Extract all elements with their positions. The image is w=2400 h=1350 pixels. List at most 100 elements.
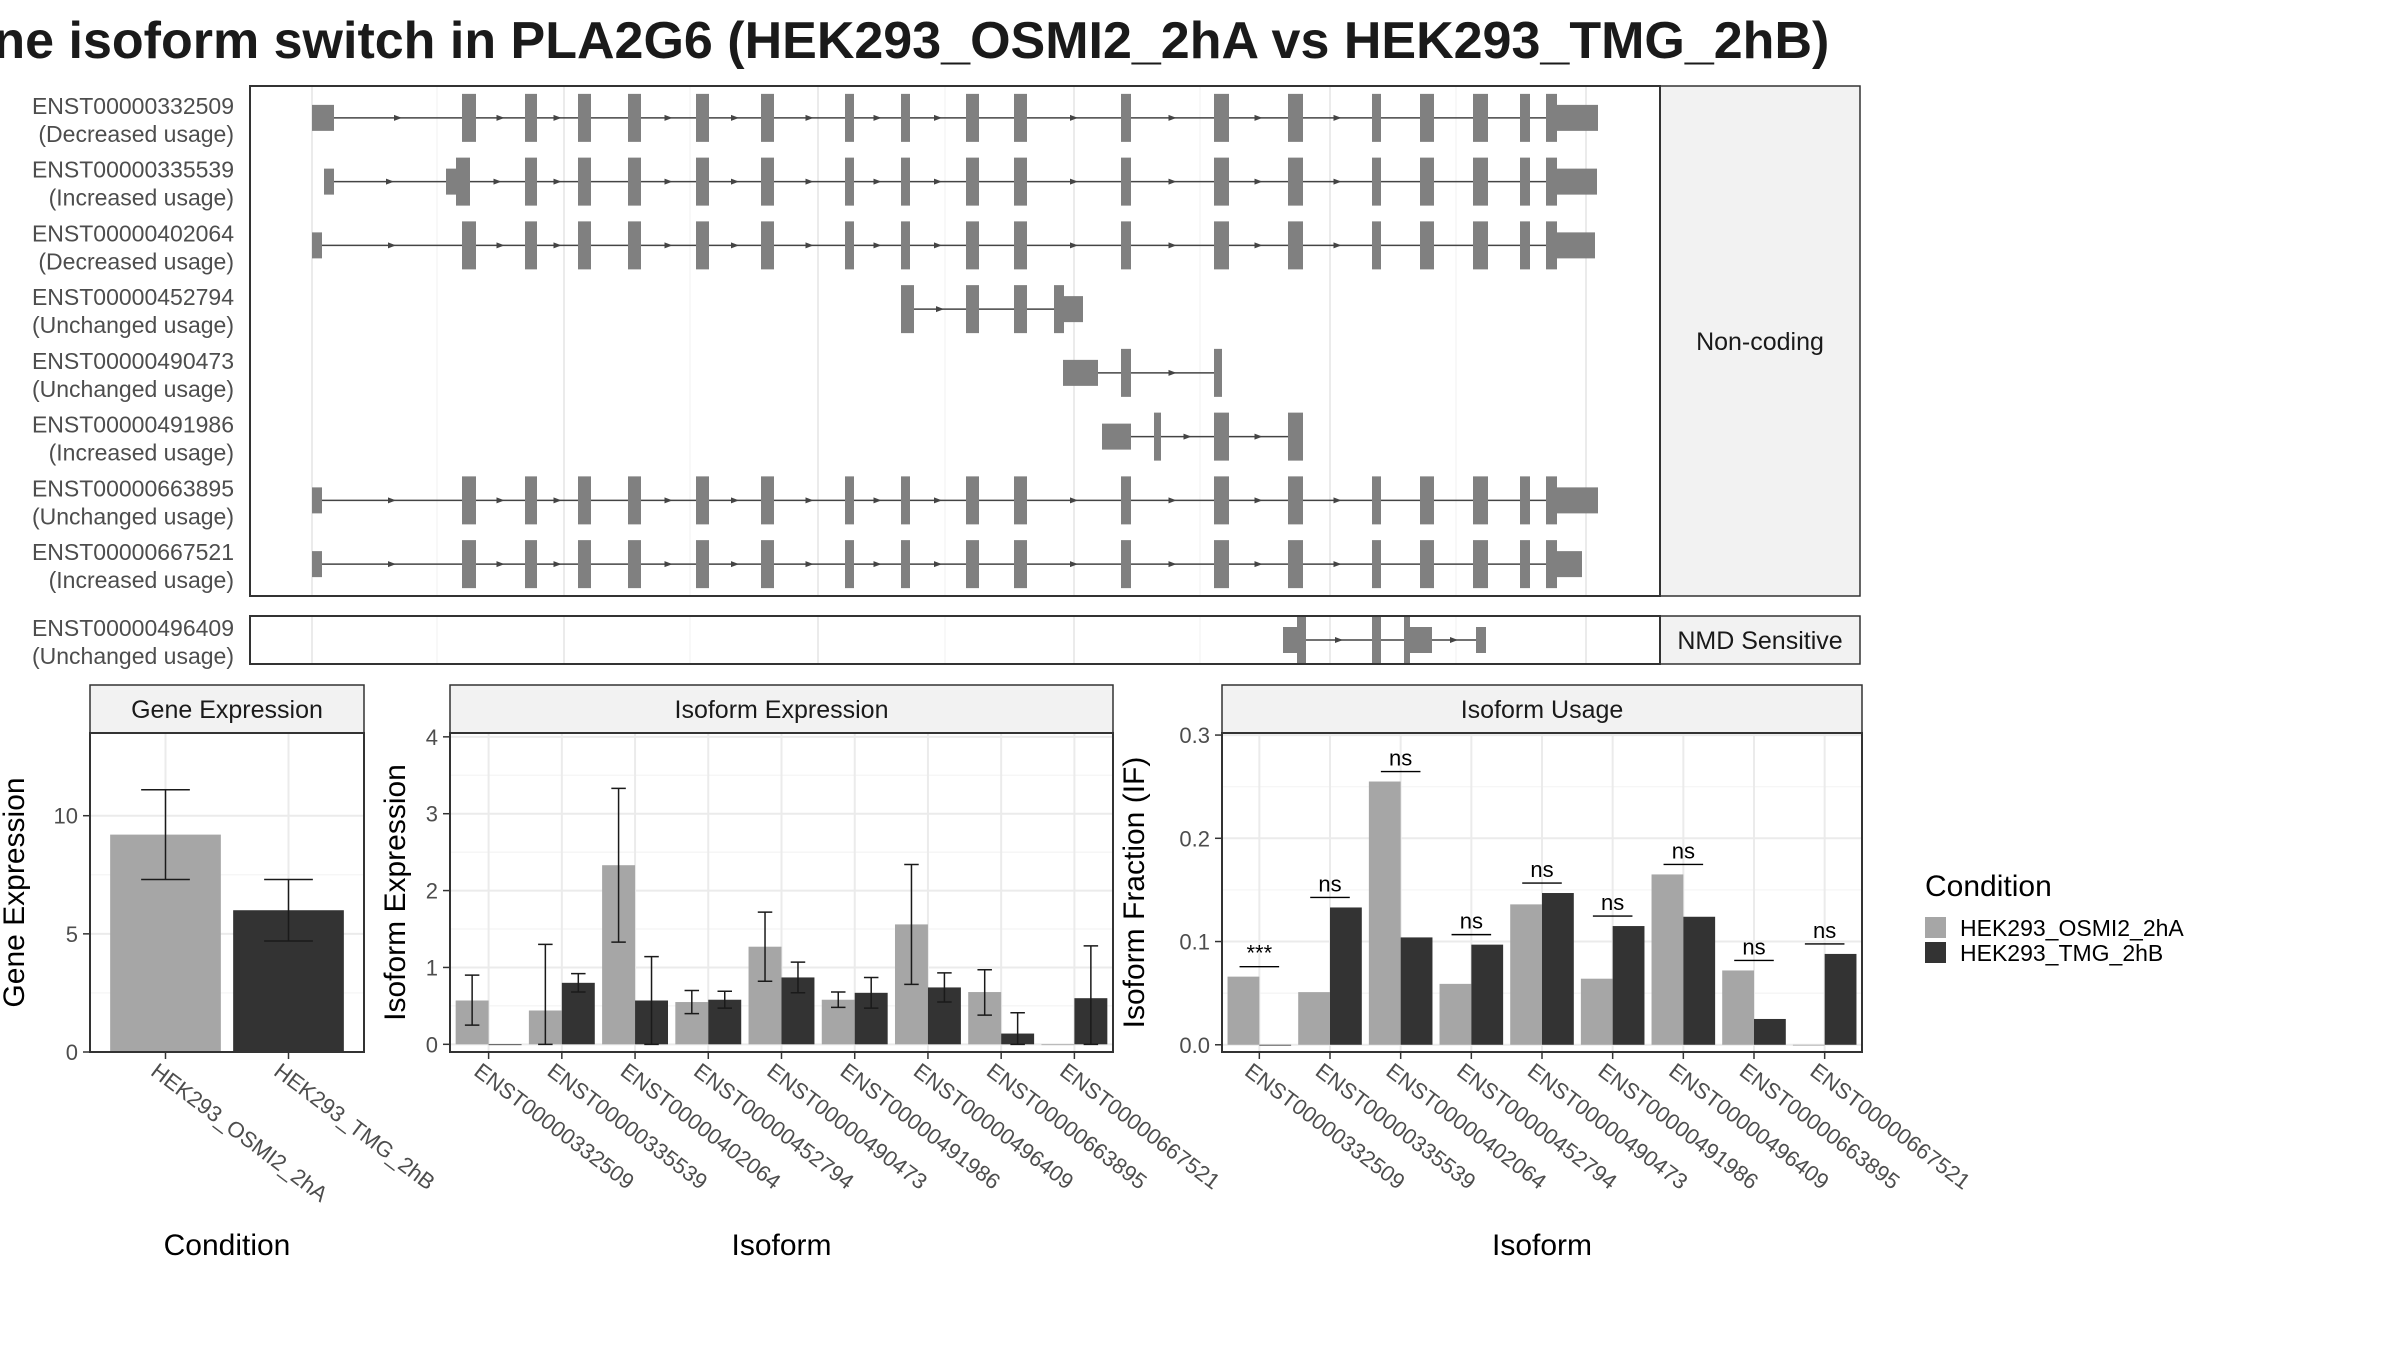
exon	[1546, 540, 1557, 589]
transcript-usage: (Increased usage)	[49, 567, 234, 593]
intron-direction-arrow	[1168, 561, 1177, 568]
bar	[561, 982, 595, 1045]
exon	[1372, 157, 1381, 206]
exon	[578, 157, 591, 206]
exon	[525, 93, 537, 142]
intron-direction-arrow	[496, 242, 505, 249]
exon	[1473, 157, 1488, 206]
legend-label-cond1: HEK293_OSMI2_2hA	[1960, 915, 2184, 941]
intron-direction-arrow	[1168, 242, 1177, 249]
error-bar	[904, 863, 919, 986]
bar	[1400, 937, 1433, 1045]
intron-direction-arrow	[1254, 114, 1263, 121]
exon	[1476, 627, 1486, 653]
exon	[312, 232, 322, 259]
exon	[462, 476, 476, 525]
intron-direction-arrow	[664, 242, 673, 249]
transcript-row	[312, 221, 1595, 270]
bar	[1041, 1044, 1075, 1046]
exon	[1420, 157, 1434, 206]
exon	[1288, 540, 1303, 589]
exon	[1473, 540, 1488, 589]
facet-strip-label: Non-coding	[1696, 328, 1824, 356]
exon	[1473, 93, 1488, 142]
condition-legend: Condition HEK293_OSMI2_2hA HEK293_TMG_2h…	[1925, 870, 2184, 966]
significance-label: ns	[1742, 934, 1765, 959]
significance-label: ns	[1318, 871, 1341, 896]
structure-panel-border	[249, 615, 1661, 665]
intron-direction-arrow	[388, 242, 396, 249]
y-tick-label: 0.2	[1179, 826, 1210, 851]
transcript-id: ENST00000490473	[32, 348, 234, 374]
exon	[845, 157, 854, 206]
exon	[525, 540, 537, 589]
exon	[1420, 221, 1434, 270]
intron-direction-arrow	[873, 178, 882, 185]
exon	[1546, 221, 1557, 270]
intron-direction-arrow	[805, 497, 814, 504]
figure-title: Gene isoform switch in PLA2G6 (HEK293_OS…	[0, 12, 1829, 70]
exon	[1014, 221, 1027, 270]
exon	[1557, 168, 1597, 195]
intron-direction-arrow	[1070, 242, 1078, 249]
bar	[1542, 893, 1574, 1045]
bar	[1792, 1044, 1825, 1046]
intron-direction-arrow	[553, 242, 562, 249]
intron-direction-arrow	[1450, 637, 1458, 643]
intron-direction-arrow	[1254, 242, 1263, 249]
exon	[1420, 93, 1434, 142]
intron-direction-arrow	[1183, 433, 1192, 440]
intron-direction-arrow	[1333, 561, 1342, 568]
significance-label: ns	[1530, 857, 1553, 882]
gene-expression-panel: Gene Expression0510HEK293_OSMI2_2hAHEK29…	[0, 684, 440, 1262]
intron-direction-arrow	[496, 497, 505, 504]
exon	[696, 476, 709, 525]
exon	[901, 540, 910, 589]
significance-label: ns	[1389, 746, 1412, 771]
panel-strip-title: Isoform Usage	[1461, 696, 1624, 724]
bar	[1651, 874, 1684, 1045]
intron-direction-arrow	[664, 178, 673, 185]
exon	[1014, 157, 1027, 206]
panel-strip-title: Gene Expression	[131, 696, 323, 724]
exon	[525, 476, 537, 525]
exon	[1557, 551, 1582, 578]
legend-swatch-cond1	[1925, 917, 1946, 938]
intron-direction-arrow	[1254, 178, 1263, 185]
bar	[1580, 978, 1613, 1045]
transcript-usage: (Increased usage)	[49, 440, 234, 466]
transcript-id: ENST00000667521	[32, 539, 234, 565]
transcript-row	[312, 540, 1582, 589]
intron-direction-arrow	[1168, 369, 1177, 376]
exon	[1283, 627, 1297, 653]
transcript-id: ENST00000402064	[32, 220, 234, 246]
facet-strip	[1659, 85, 1861, 597]
transcript-row	[1102, 412, 1303, 461]
intron-direction-arrow	[1254, 497, 1263, 504]
error-bar	[464, 974, 480, 1026]
bar	[488, 1044, 522, 1046]
exon	[1520, 476, 1530, 525]
transcript-id: ENST00000496409	[32, 615, 234, 641]
error-bar	[830, 991, 846, 1009]
intron-direction-arrow	[934, 242, 942, 249]
intron-direction-arrow	[731, 178, 739, 185]
y-tick-label: 1	[426, 955, 438, 980]
exon	[901, 476, 910, 525]
error-bar	[1010, 1012, 1025, 1046]
bar	[1754, 1018, 1786, 1045]
exon	[1288, 412, 1303, 461]
y-tick-label: 0	[426, 1032, 438, 1057]
exon	[1404, 616, 1410, 664]
significance-label: ns	[1460, 909, 1483, 934]
error-bar	[571, 972, 586, 993]
error-bar	[264, 878, 313, 942]
y-axis-title: Isoform Fraction (IF)	[1118, 757, 1151, 1029]
intron-direction-arrow	[664, 561, 673, 568]
exon	[628, 93, 641, 142]
y-tick-label: 3	[426, 802, 438, 827]
y-axis-title: Gene Expression	[0, 777, 31, 1007]
intron-direction-arrow	[386, 178, 394, 185]
exon	[1420, 476, 1434, 525]
exon	[1372, 93, 1381, 142]
